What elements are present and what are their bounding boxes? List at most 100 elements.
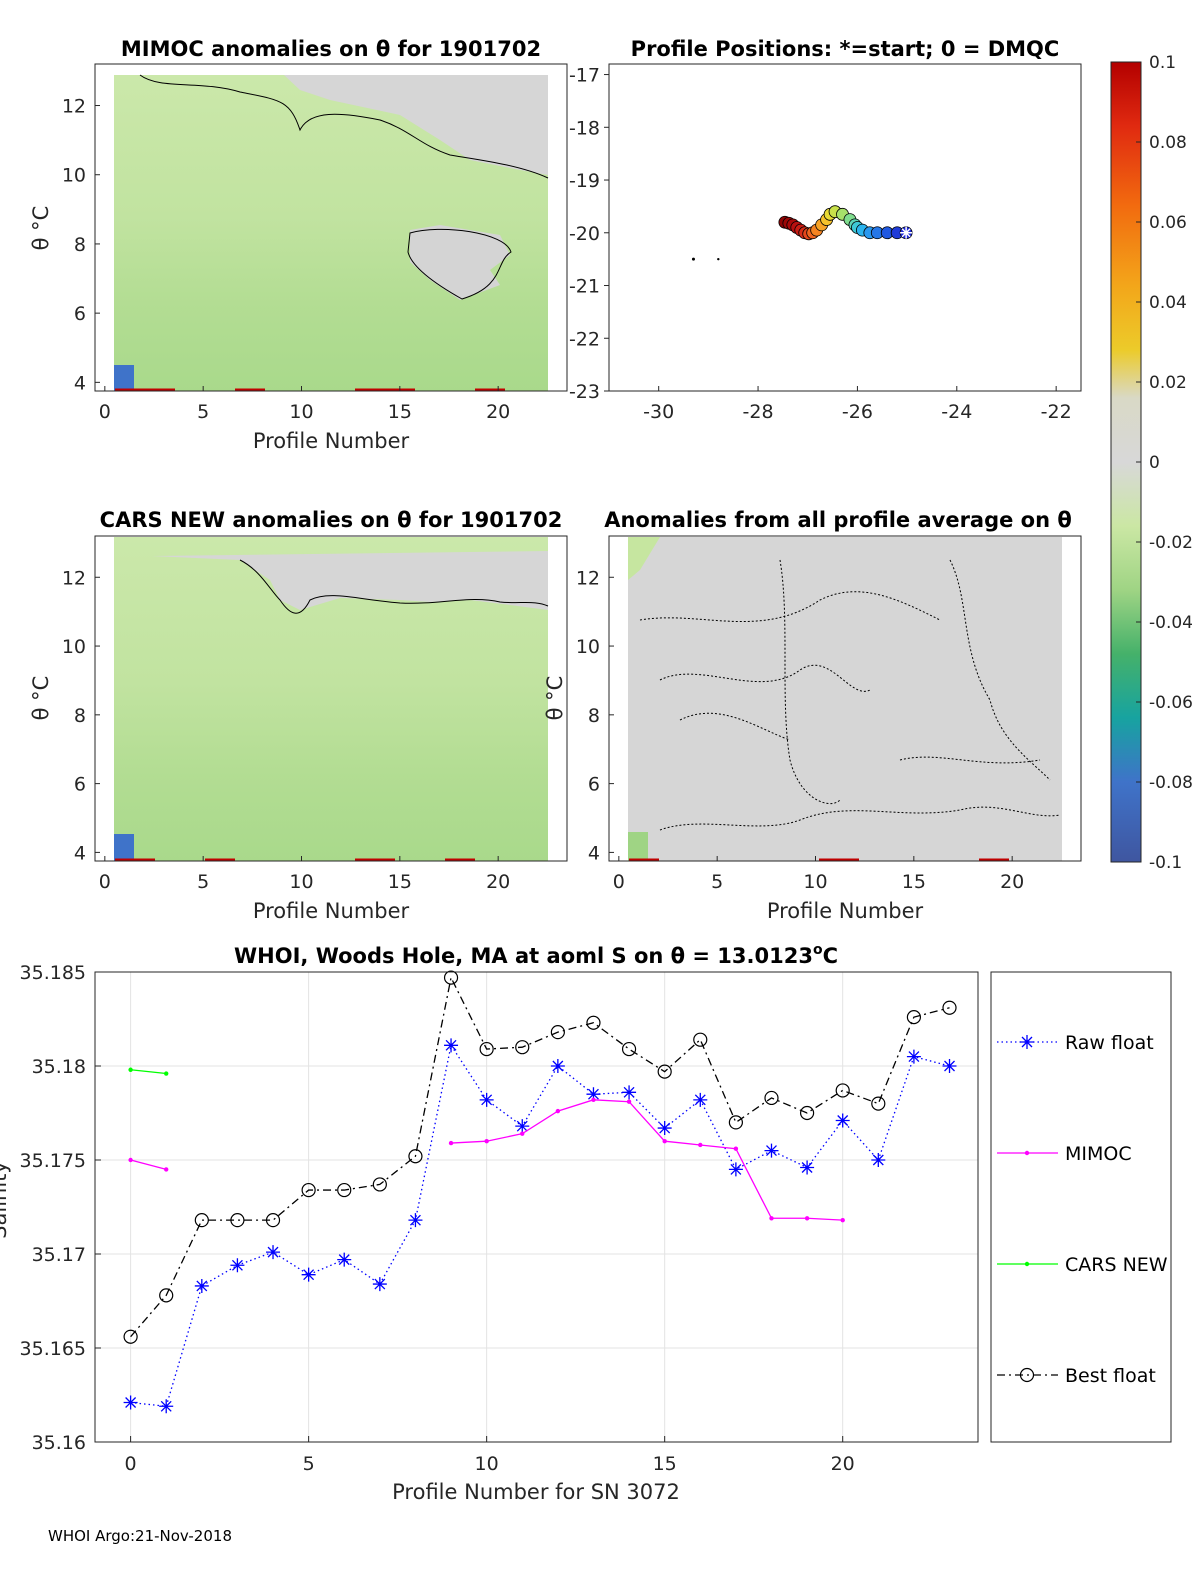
x-tick-label: 15 — [902, 871, 926, 893]
footer-credit: WHOI Argo:21-Nov-2018 — [48, 1527, 232, 1545]
data-point — [626, 1099, 632, 1104]
legend-label: MIMOC — [1065, 1143, 1132, 1165]
y-tick-label: 12 — [62, 567, 86, 589]
data-point — [693, 1092, 708, 1107]
legend-label: Raw float — [1065, 1032, 1154, 1054]
legend-item: MIMOC — [997, 1143, 1132, 1165]
salinity-plot-area — [95, 972, 978, 1442]
positions-title: Profile Positions: *=start; 0 = DMQC — [631, 37, 1060, 61]
data-point — [408, 1149, 423, 1164]
colorbar-ticks: 0.1 0.08 0.06 0.04 0.02 0 -0.02 -0.04 -0.06 -0.08… — [1136, 53, 1193, 873]
x-tick-label: 10 — [475, 1453, 499, 1475]
colorbar-tick-label: 0.08 — [1149, 133, 1187, 153]
colorbar-tick-label: -0.08 — [1149, 773, 1193, 793]
mimoc-anomaly-panel: MIMOC anomalies on θ for 1901702 0 5 10 15 2… — [29, 37, 568, 453]
legend-marker — [1020, 1035, 1034, 1049]
legend-item: CARS NEW — [997, 1254, 1168, 1276]
colorbar-tick-label: 0 — [1149, 453, 1160, 473]
data-point — [942, 1059, 957, 1073]
data-point — [800, 1160, 815, 1175]
salinity-series — [123, 970, 957, 1414]
data-point — [194, 1278, 209, 1293]
legend-item: Raw float — [997, 1032, 1154, 1054]
y-tick-label: 4 — [74, 842, 86, 864]
salinity-xlabel: Profile Number for SN 3072 — [392, 1480, 680, 1504]
y-tick-label: 8 — [588, 705, 600, 727]
x-tick-label: -24 — [941, 401, 972, 423]
average-dotted-contour-1 — [639, 591, 941, 622]
data-point — [555, 1108, 561, 1114]
data-point — [835, 1113, 850, 1128]
y-tick-label: -20 — [569, 223, 600, 245]
series-raw-float — [123, 1038, 957, 1414]
average-green-corner — [628, 537, 660, 580]
salinity-panel: WHOI, Woods Hole, MA at aoml S on θ = 13… — [0, 942, 979, 1504]
x-tick-label: -28 — [743, 401, 774, 423]
y-tick-label: 6 — [74, 774, 86, 796]
data-point — [443, 970, 459, 985]
legend-marker — [1019, 1367, 1035, 1383]
average-dotted-contour-6 — [949, 559, 1051, 781]
position-markers — [691, 205, 913, 261]
salinity-title-degree: o — [813, 942, 823, 958]
colorbar-tick-label: -0.02 — [1149, 533, 1193, 553]
profile-positions-panel: Profile Positions: *=start; 0 = DMQC -30… — [569, 37, 1082, 423]
data-point — [372, 1277, 387, 1292]
series-best-float — [123, 970, 957, 1344]
mimoc-title: MIMOC anomalies on θ for 1901702 — [121, 37, 541, 61]
data-point — [804, 1216, 810, 1221]
data-point — [128, 1157, 133, 1163]
series-line — [130, 1159, 167, 1171]
y-tick-label: 6 — [588, 774, 600, 796]
x-tick-label: 10 — [289, 401, 313, 423]
legend-marker — [1024, 1150, 1030, 1156]
data-point — [408, 1213, 423, 1228]
mimoc-xlabel: Profile Number — [253, 429, 410, 453]
mimoc-positive-blob — [410, 225, 510, 300]
mimoc-positive-region — [284, 75, 548, 175]
y-tick-label: 35.17 — [32, 1244, 86, 1266]
x-tick-label: 20 — [486, 401, 510, 423]
data-point — [372, 1177, 387, 1192]
average-title: Anomalies from all profile average on θ — [604, 508, 1072, 532]
mimoc-y-axis: 4 6 8 10 12 — [62, 96, 100, 394]
positions-x-axis: -30 -28 -26 -24 -22 — [643, 386, 1072, 423]
average-x-axis: 0 5 10 15 20 — [613, 856, 1024, 893]
salinity-ylabel: Salinity — [0, 1161, 11, 1239]
average-dotted-contour-3 — [679, 712, 791, 741]
start-marker — [900, 226, 913, 239]
data-point — [698, 1142, 703, 1148]
cars-positive-region — [152, 537, 548, 610]
x-tick-label: 15 — [388, 871, 412, 893]
x-tick-label: 5 — [711, 871, 723, 893]
data-point — [484, 1139, 489, 1144]
x-tick-label: 20 — [1000, 871, 1024, 893]
series-cars-new — [128, 1067, 169, 1076]
y-tick-label: 35.18 — [32, 1056, 86, 1078]
salinity-axes-box — [94, 971, 979, 1443]
series-line — [130, 1043, 950, 1407]
legend-label: Best float — [1065, 1365, 1156, 1387]
legend-marker — [1024, 1261, 1030, 1267]
x-tick-label: -26 — [842, 401, 873, 423]
data-point — [164, 1167, 169, 1172]
data-point — [840, 1217, 845, 1223]
y-tick-label: -19 — [569, 170, 600, 192]
y-tick-label: 12 — [62, 96, 86, 118]
data-point — [266, 1245, 281, 1260]
data-point — [764, 1090, 779, 1106]
colorbar-tick-label: 0.04 — [1149, 293, 1187, 313]
cars-xlabel: Profile Number — [253, 899, 410, 923]
series-line — [130, 1069, 167, 1075]
x-tick-label: 20 — [486, 871, 510, 893]
data-point — [906, 1010, 922, 1025]
x-tick-label: 0 — [125, 1453, 137, 1475]
y-tick-label: -23 — [569, 381, 600, 403]
data-point — [444, 1038, 459, 1053]
x-tick-label: 10 — [289, 871, 313, 893]
x-tick-label: -22 — [1041, 401, 1072, 423]
legend-item: Best float — [997, 1365, 1156, 1387]
data-point — [769, 1216, 774, 1221]
data-point — [550, 1025, 565, 1040]
data-point — [265, 1213, 281, 1228]
